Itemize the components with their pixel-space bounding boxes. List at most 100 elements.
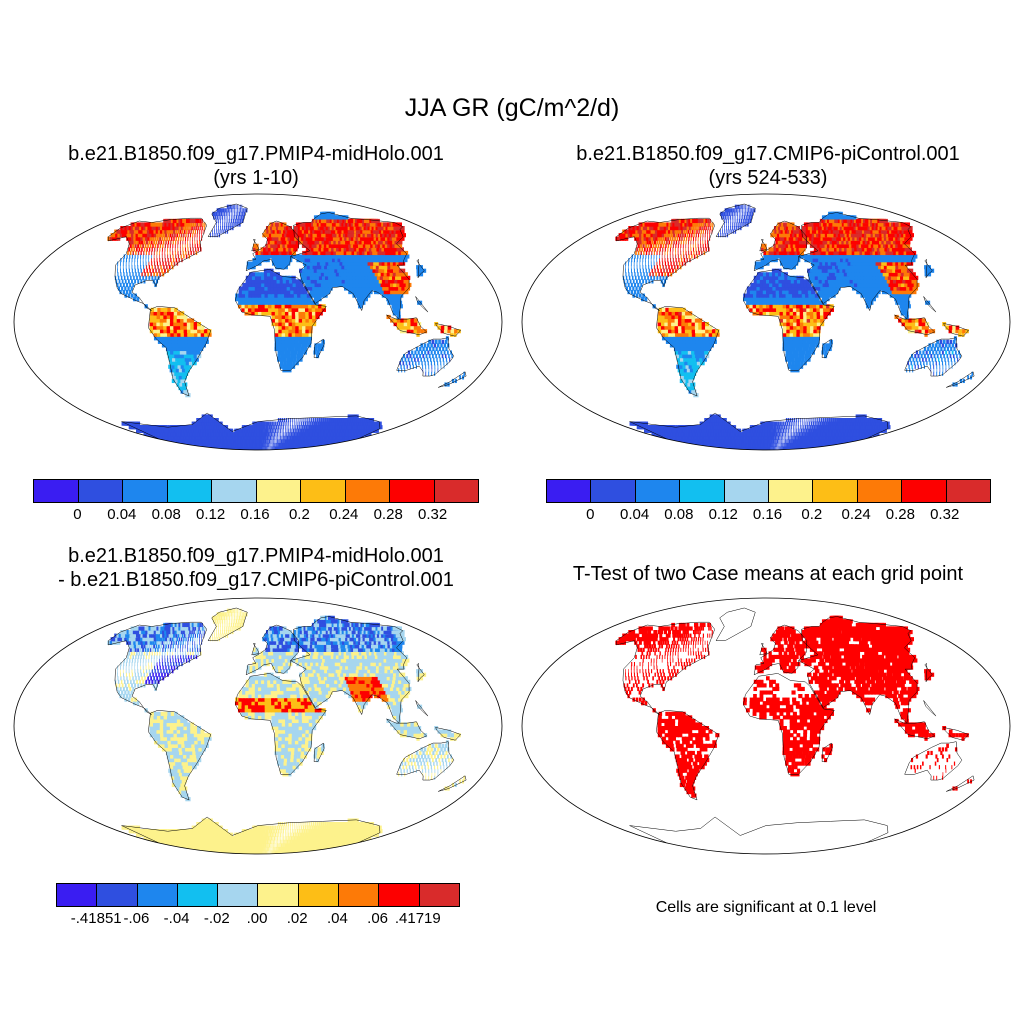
colorbar-box — [724, 480, 770, 502]
map-difference — [13, 597, 503, 855]
colorbar-box — [345, 480, 390, 502]
coastline-nz — [438, 371, 467, 388]
colorbar-tick-label: .06 — [367, 910, 389, 927]
colorbar-tick-label: .41719 — [394, 910, 441, 927]
coastline-jp — [416, 662, 425, 683]
map-grid-cells — [107, 204, 466, 450]
panel2-years: (yrs 524-533) — [708, 167, 828, 189]
coastline-as — [797, 212, 918, 320]
coastline-mg — [313, 742, 325, 762]
colorbar-tick-label: 0.2 — [288, 506, 310, 523]
map-midholo — [13, 193, 503, 451]
coastline-as — [289, 212, 410, 320]
coastline-sa — [148, 710, 212, 801]
coastline-eu — [245, 624, 300, 676]
coastline-an — [629, 816, 889, 854]
panel1-title: b.e21.B1850.f09_g17.PMIP4-midHolo.001 — [68, 143, 444, 165]
colorbar-tick-label: -.06 — [123, 910, 150, 927]
coastline-ph — [415, 296, 429, 313]
coastline-au — [396, 337, 455, 377]
colorbar-tick-label: -.02 — [203, 910, 230, 927]
coastline-gl — [207, 203, 248, 237]
coastline-au — [904, 337, 963, 377]
colorbar-tick-label: 0.2 — [801, 506, 823, 523]
colorbar-box — [379, 884, 420, 906]
colorbar-tick-label: -.04 — [163, 910, 190, 927]
colorbar-box — [167, 480, 212, 502]
coastline-gl — [715, 607, 756, 641]
panel3-subtitle: - b.e21.B1850.f09_g17.CMIP6-piControl.00… — [58, 569, 454, 591]
coastline-na — [615, 621, 715, 715]
main-title: JJA GR (gC/m^2/d) — [404, 94, 620, 122]
map-frame — [521, 193, 1011, 451]
colorbar-tick-label: 0.04 — [107, 506, 137, 523]
colorbar-tick-label: 0.24 — [329, 506, 359, 523]
coastline-af — [743, 673, 835, 775]
coastline-af — [743, 269, 835, 371]
coastline-uk — [759, 239, 768, 252]
panel2-title: b.e21.B1850.f09_g17.CMIP6-piControl.001 — [576, 143, 960, 165]
colorbar-box — [902, 480, 947, 502]
colorbar-box — [97, 884, 138, 906]
colorbar-tick-label: 0.08 — [151, 506, 181, 523]
colorbar-box — [301, 480, 346, 502]
coastline-mg — [313, 338, 325, 358]
map-picontrol — [521, 193, 1011, 451]
colorbar-box — [769, 480, 814, 502]
coastline-jp — [416, 258, 425, 279]
coastline-na — [107, 621, 207, 715]
coastline-ph — [923, 700, 937, 717]
coastline-ph — [415, 700, 429, 717]
colorbar-box — [137, 884, 178, 906]
colorbar-tick-label: 0.32 — [417, 506, 448, 523]
coastline-nz — [946, 775, 975, 792]
colorbar-tick-label: 0 — [586, 506, 595, 523]
colorbar-box — [857, 480, 903, 502]
colorbar-box — [212, 480, 257, 502]
colorbar-box — [177, 884, 219, 906]
coastline-ph — [923, 296, 937, 313]
colorbar-tick-label: 0.04 — [619, 506, 650, 523]
coastline-ng — [435, 323, 462, 337]
colorbar-box — [218, 884, 259, 906]
map-grid-cells — [615, 204, 974, 450]
coastline-gl — [207, 607, 248, 641]
map-grid-cells — [107, 608, 466, 854]
panel4-title: T-Test of two Case means at each grid po… — [572, 563, 964, 585]
colorbar-box — [339, 884, 380, 906]
colorbar-tick-label: 0.32 — [930, 506, 960, 523]
coastline-af — [235, 269, 327, 371]
map-frame — [521, 597, 1011, 855]
significance-note: Cells are significant at 0.1 level — [655, 899, 877, 916]
colorbar-box — [256, 480, 301, 502]
colorbar-box — [813, 480, 858, 502]
coastline-mg — [821, 742, 833, 762]
coastline-jp — [924, 258, 933, 279]
colorbar-tick-label: 0.28 — [373, 506, 403, 523]
colorbar-tick-label: .00 — [246, 910, 268, 927]
coastline-uk — [759, 643, 768, 656]
coastline-sa — [148, 306, 212, 397]
coastline-uk — [251, 239, 260, 252]
colorbar-box — [34, 480, 79, 502]
coastline-sa — [656, 710, 720, 801]
coastline-sea — [386, 718, 428, 740]
colorbar-box — [946, 480, 991, 502]
coastline-sea — [386, 314, 428, 336]
map-frame — [13, 193, 503, 451]
colorbar-box — [57, 884, 98, 906]
colorbar-box — [635, 480, 681, 502]
colorbar-box — [547, 480, 592, 502]
coastline-ng — [435, 727, 462, 741]
coastline-na — [107, 217, 207, 311]
coastline-sa — [656, 306, 720, 397]
coastline-as — [797, 616, 918, 724]
map-grid-cells — [615, 615, 973, 798]
coastline-uk — [251, 643, 260, 656]
coastline-as — [289, 616, 410, 724]
colorbar-box — [419, 884, 459, 906]
colorbar-field-right — [546, 479, 991, 503]
colorbar-box — [434, 480, 478, 502]
coastline-na — [615, 217, 715, 311]
coastline-eu — [753, 624, 808, 676]
